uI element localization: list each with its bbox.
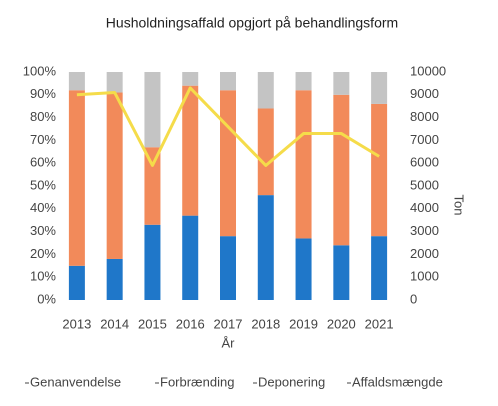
x-tick-label: 2020 [327, 316, 356, 331]
bar [371, 72, 388, 104]
x-tick-label: 2017 [214, 316, 243, 331]
y2-tick-label: 2000 [410, 246, 439, 261]
bar [182, 85, 199, 216]
bar [333, 245, 350, 300]
chart-title: Husholdningsaffald opgjort på behandling… [106, 15, 398, 31]
y2-tick-label: 8000 [410, 109, 439, 124]
y2-tick-label: 6000 [410, 155, 439, 170]
y2-axis-label: Ton [452, 195, 467, 216]
y2-tick-label: 7000 [410, 132, 439, 147]
bar [144, 72, 161, 148]
bar [144, 224, 161, 300]
bar [106, 92, 123, 259]
bar [333, 94, 350, 246]
legend-label: Forbrænding [160, 374, 234, 389]
bar [257, 108, 274, 196]
y2-tick-label: 3000 [410, 223, 439, 238]
y-tick-label: 0% [37, 291, 56, 306]
y-tick-label: 40% [30, 200, 56, 215]
bar [106, 72, 123, 93]
y-tick-label: 70% [30, 132, 56, 147]
bar [220, 236, 236, 300]
y-tick-label: 50% [30, 177, 56, 192]
x-tick-label: 2015 [138, 316, 167, 331]
x-tick-label: 2019 [289, 316, 318, 331]
y-tick-label: 90% [30, 86, 56, 101]
bar [220, 72, 236, 91]
bar [371, 103, 388, 237]
bar [106, 258, 123, 300]
x-tick-label: 2018 [251, 316, 280, 331]
legend-label: Deponering [258, 374, 325, 389]
x-axis-label: År [222, 335, 236, 350]
bar [68, 90, 85, 266]
x-tick-label: 2016 [176, 316, 205, 331]
y-tick-label: 60% [30, 155, 56, 170]
y2-tick-label: 4000 [410, 200, 439, 215]
bar [295, 72, 312, 91]
bar [182, 72, 199, 86]
y-tick-label: 100% [23, 63, 57, 78]
y2-tick-label: 0 [410, 291, 417, 306]
x-tick-label: 2021 [365, 316, 394, 331]
bar [144, 147, 161, 225]
y2-tick-label: 10000 [410, 63, 446, 78]
x-tick-label: 2014 [100, 316, 129, 331]
bar [182, 215, 199, 300]
bar [220, 90, 236, 237]
y-tick-label: 10% [30, 269, 56, 284]
y2-tick-label: 1000 [410, 269, 439, 284]
y-tick-label: 30% [30, 223, 56, 238]
legend-label: Genanvendelse [30, 374, 121, 389]
bar [257, 72, 274, 109]
y2-tick-label: 9000 [410, 86, 439, 101]
legend-label: Affaldsmængde [352, 374, 443, 389]
bar [371, 236, 388, 300]
x-tick-label: 2013 [62, 316, 91, 331]
bar [68, 72, 85, 91]
y-tick-label: 20% [30, 246, 56, 261]
bar [333, 72, 350, 95]
bar [295, 238, 312, 300]
y-tick-label: 80% [30, 109, 56, 124]
bar [257, 195, 274, 300]
y2-tick-label: 5000 [410, 177, 439, 192]
bar [68, 265, 85, 300]
line [76, 86, 380, 167]
bar [295, 90, 312, 239]
